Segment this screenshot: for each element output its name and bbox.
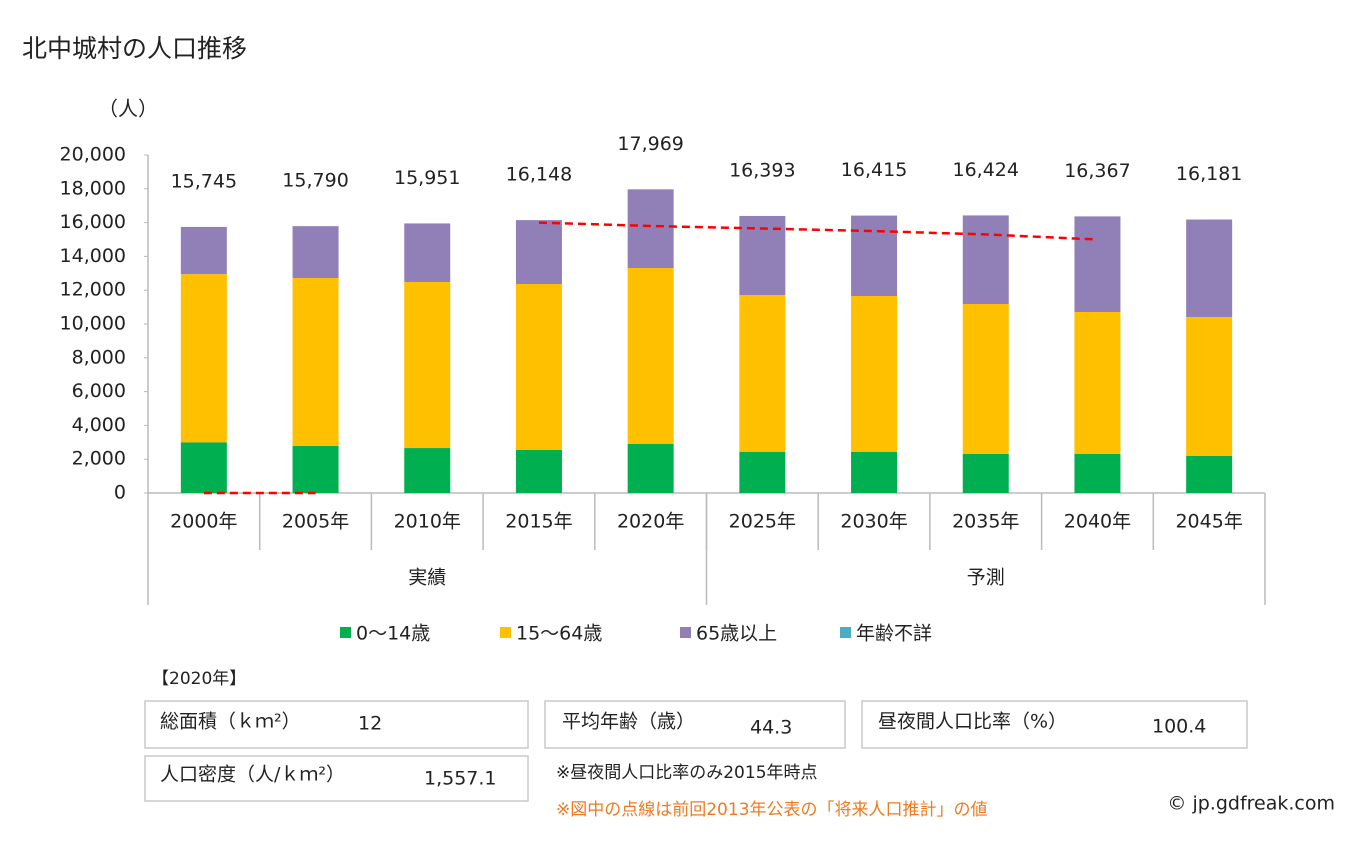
info-value: 44.3 bbox=[750, 717, 792, 739]
note: ※昼夜間人口比率のみ2015年時点 bbox=[556, 763, 818, 783]
x-tick-label: 2000年 bbox=[170, 511, 237, 533]
y-tick-label: 0 bbox=[114, 482, 126, 504]
info-label: 人口密度（人/ｋｍ²） bbox=[160, 764, 345, 786]
total-label: 16,424 bbox=[953, 159, 1019, 181]
bar-segment bbox=[515, 283, 562, 450]
legend-label: 年齢不詳 bbox=[856, 623, 932, 645]
info-year: 【2020年】 bbox=[152, 669, 246, 689]
previous-projection-line bbox=[203, 221, 1098, 495]
bar-segment bbox=[404, 448, 451, 493]
x-tick-label: 2035年 bbox=[952, 511, 1019, 533]
total-label: 17,969 bbox=[617, 133, 683, 155]
bar-segment bbox=[962, 304, 1009, 454]
legend-swatch bbox=[340, 627, 351, 638]
info-label: 平均年齢（歳） bbox=[562, 711, 695, 733]
total-label: 16,393 bbox=[729, 159, 795, 181]
bar-segment bbox=[292, 226, 339, 279]
x-tick-label: 2010年 bbox=[394, 511, 461, 533]
bar-segment bbox=[851, 215, 898, 296]
info-value: 12 bbox=[358, 713, 382, 735]
info-box bbox=[144, 755, 529, 802]
y-tick-label: 8,000 bbox=[72, 346, 126, 368]
legend-swatch bbox=[500, 627, 511, 638]
y-tick-label: 20,000 bbox=[60, 144, 126, 166]
total-label: 16,148 bbox=[506, 164, 572, 186]
total-label: 16,415 bbox=[841, 159, 907, 181]
bar-segment bbox=[292, 278, 339, 447]
total-label: 16,367 bbox=[1064, 160, 1130, 182]
bar-segment bbox=[627, 268, 674, 444]
y-tick-label: 10,000 bbox=[60, 313, 126, 335]
bar-segment bbox=[404, 223, 451, 283]
total-label: 15,790 bbox=[282, 170, 348, 192]
y-tick-label: 4,000 bbox=[72, 414, 126, 436]
legend-label: 0〜14歳 bbox=[356, 623, 430, 645]
x-tick-label: 2020年 bbox=[617, 511, 684, 533]
x-tick-label: 2015年 bbox=[505, 511, 572, 533]
bar-segment bbox=[1186, 219, 1233, 318]
x-tick-label: 2030年 bbox=[840, 511, 907, 533]
legend-label: 65歳以上 bbox=[696, 623, 777, 645]
y-tick-label: 6,000 bbox=[72, 380, 126, 402]
y-tick-label: 18,000 bbox=[60, 177, 126, 199]
bar-segment bbox=[180, 226, 227, 275]
info-box bbox=[144, 700, 529, 749]
bar-segment bbox=[1186, 317, 1233, 457]
bar-segment bbox=[1074, 312, 1121, 454]
bar-segment bbox=[962, 215, 1009, 305]
copyright: © jp.gdfreak.com bbox=[1167, 793, 1335, 815]
bar-segment bbox=[1074, 216, 1121, 313]
bar-segment bbox=[739, 294, 786, 453]
legend-label: 15〜64歳 bbox=[516, 623, 602, 645]
bar-segment bbox=[180, 442, 227, 493]
group-label: 予測 bbox=[967, 567, 1005, 589]
y-axis-label: （人） bbox=[98, 97, 158, 121]
bar-segment bbox=[627, 189, 674, 269]
bar-segment bbox=[627, 443, 674, 493]
bar-segment bbox=[292, 446, 339, 493]
note: ※図中の点線は前回2013年公表の「将来人口推計」の値 bbox=[556, 800, 988, 820]
x-tick-label: 2025年 bbox=[729, 511, 796, 533]
total-label: 16,181 bbox=[1176, 163, 1242, 185]
y-tick-label: 14,000 bbox=[60, 245, 126, 267]
y-tick-label: 2,000 bbox=[72, 448, 126, 470]
info-value: 1,557.1 bbox=[424, 768, 497, 790]
total-label: 15,745 bbox=[171, 170, 237, 192]
info-value: 100.4 bbox=[1152, 716, 1206, 738]
bar-segment bbox=[851, 452, 898, 493]
info-label: 昼夜間人口比率（%） bbox=[878, 711, 1067, 733]
info-box bbox=[861, 700, 1248, 749]
bar-segment bbox=[851, 295, 898, 453]
y-tick-label: 16,000 bbox=[60, 211, 126, 233]
bar-segment bbox=[1186, 456, 1233, 493]
bar-segment bbox=[739, 452, 786, 493]
x-tick-label: 2045年 bbox=[1175, 511, 1242, 533]
total-label: 15,951 bbox=[394, 167, 460, 189]
group-label: 実績 bbox=[408, 567, 446, 589]
bar-segment bbox=[515, 220, 562, 284]
y-tick-label: 12,000 bbox=[60, 279, 126, 301]
bar-segment bbox=[1074, 453, 1121, 493]
x-tick-label: 2040年 bbox=[1064, 511, 1131, 533]
legend-swatch bbox=[680, 627, 691, 638]
x-tick-label: 2005年 bbox=[282, 511, 349, 533]
info-label: 総面積（ｋｍ²） bbox=[160, 711, 301, 733]
bar-segment bbox=[404, 282, 451, 449]
chart-title: 北中城村の人口推移 bbox=[22, 34, 247, 63]
bar-segment bbox=[515, 449, 562, 493]
bar-segment bbox=[962, 453, 1009, 493]
info-box bbox=[544, 700, 846, 749]
bar-segment bbox=[180, 274, 227, 443]
legend-swatch bbox=[840, 627, 851, 638]
